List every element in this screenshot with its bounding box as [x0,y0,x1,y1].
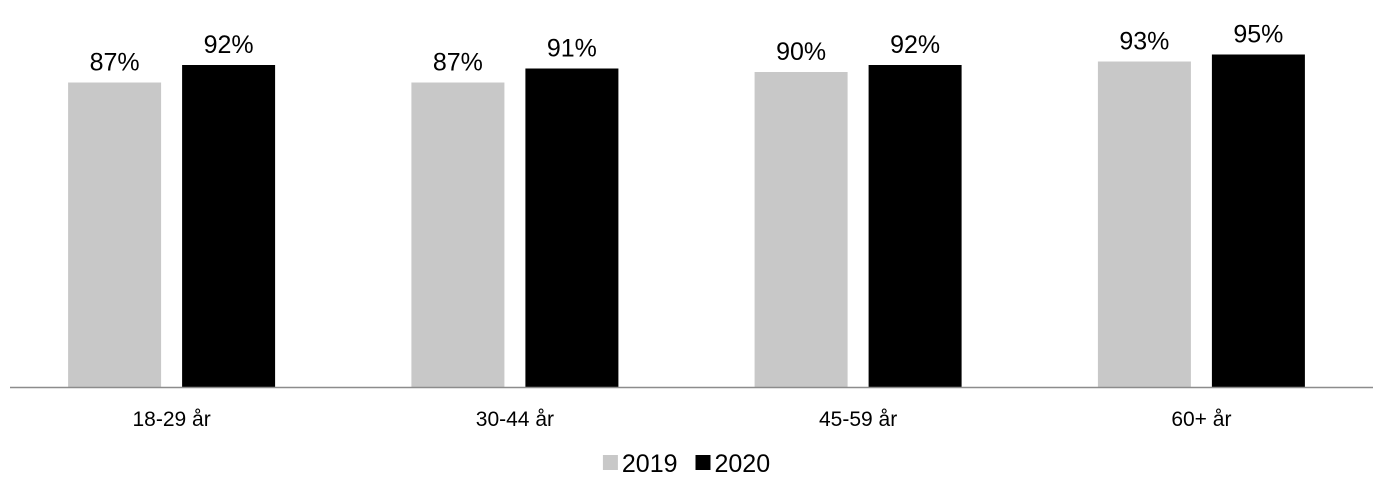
bar-2020-2 [868,65,962,387]
bars-layer [68,54,1305,387]
bar-2020-0 [182,65,276,387]
legend-label: 2019 [622,450,678,478]
data-label: 92% [890,31,940,59]
category-label: 45-59 år [819,408,897,431]
data-label: 87% [433,49,483,77]
category-labels-layer: 18-29 år 30-44 år 45-59 år 60+ år [132,408,1231,431]
bar-2019-2 [754,72,848,387]
data-label: 93% [1119,28,1169,56]
data-label: 90% [776,38,826,66]
data-label: 87% [90,49,140,77]
bar-2019-0 [68,82,162,387]
data-label: 91% [547,35,597,63]
category-label: 18-29 år [132,408,210,431]
legend-label: 2020 [715,450,771,478]
data-labels-layer: 87% 92% 87% 91% 90% 92% 93% 95% [90,21,1284,77]
legend: 2019 2020 [602,450,771,478]
legend-swatch-2019 [602,455,618,470]
bar-2020-1 [525,68,619,387]
bar-2020-3 [1211,54,1305,387]
bar-2019-3 [1097,61,1191,387]
data-label: 92% [204,31,254,59]
legend-swatch-2020 [695,455,711,470]
data-label: 95% [1233,21,1283,49]
bar-2019-1 [411,82,505,387]
category-label: 30-44 år [476,408,554,431]
category-label: 60+ år [1171,408,1231,431]
